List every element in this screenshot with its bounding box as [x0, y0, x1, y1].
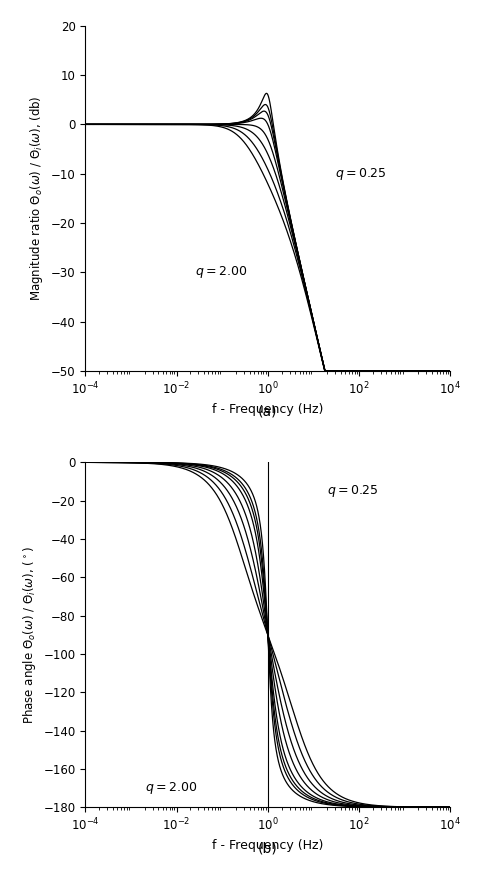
Text: $q = 2.00$: $q = 2.00$ [145, 780, 197, 796]
Text: $q = 2.00$: $q = 2.00$ [195, 265, 247, 280]
Text: (b): (b) [258, 841, 278, 856]
X-axis label: f - Frequency (Hz): f - Frequency (Hz) [212, 839, 323, 852]
Text: $q = 0.25$: $q = 0.25$ [335, 166, 387, 182]
Y-axis label: Magnitude ratio $\Theta_o(\omega)$ / $\Theta_i(\omega)$, (db): Magnitude ratio $\Theta_o(\omega)$ / $\T… [28, 95, 45, 301]
Text: $q = 0.25$: $q = 0.25$ [327, 483, 378, 499]
X-axis label: f - Frequency (Hz): f - Frequency (Hz) [212, 402, 323, 416]
Y-axis label: Phase angle $\Theta_o(\omega)$ / $\Theta_i(\omega)$, ($^\circ$): Phase angle $\Theta_o(\omega)$ / $\Theta… [21, 546, 38, 724]
Text: (a): (a) [258, 404, 278, 419]
